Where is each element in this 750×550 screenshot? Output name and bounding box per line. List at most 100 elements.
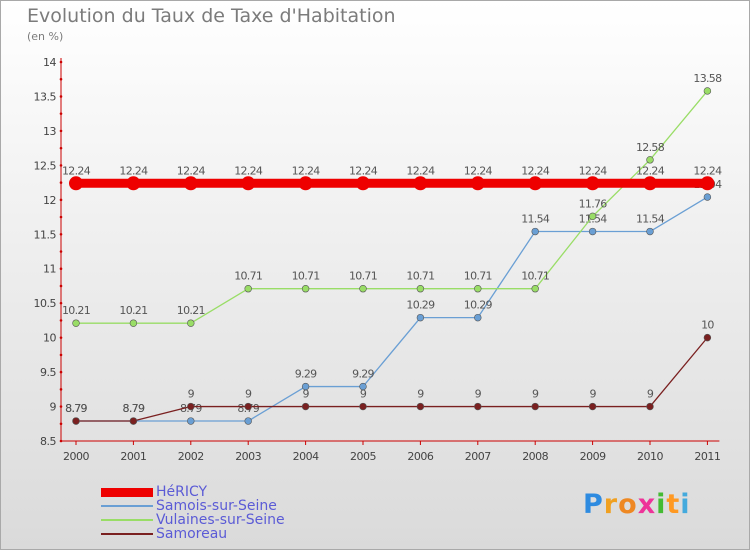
data-point xyxy=(416,402,425,411)
legend-label-hericy: HéRICY xyxy=(156,484,208,500)
legend-swatch-vulaines xyxy=(101,519,153,521)
data-point xyxy=(359,382,367,391)
data-point xyxy=(301,382,310,391)
data-point xyxy=(703,193,712,201)
data-point xyxy=(474,285,482,293)
y-tick-label: 9.5 xyxy=(40,366,56,379)
y-axis-dot xyxy=(59,95,63,98)
data-point xyxy=(359,402,367,411)
data-label: 10.71 xyxy=(349,270,377,283)
data-label: 12.24 xyxy=(406,164,435,177)
data-point xyxy=(129,417,138,425)
data-point xyxy=(183,176,198,191)
data-label: 10.71 xyxy=(292,270,320,283)
data-label: 9 xyxy=(532,388,539,401)
data-label: 8.79 xyxy=(123,402,145,415)
data-label: 10.21 xyxy=(62,304,90,317)
y-tick-label: 12.5 xyxy=(34,159,57,172)
y-tick-label: 9 xyxy=(50,401,57,414)
data-point xyxy=(531,285,539,293)
data-label: 10.21 xyxy=(177,304,205,317)
data-point xyxy=(703,333,712,342)
data-point xyxy=(588,402,597,411)
data-label: 12.24 xyxy=(693,164,722,177)
y-axis-dot xyxy=(59,422,63,426)
data-label: 10.29 xyxy=(464,299,493,312)
data-label: 9 xyxy=(417,388,424,401)
data-label: 9 xyxy=(360,388,367,401)
x-tick-label: 2010 xyxy=(637,450,663,463)
data-label: 9.29 xyxy=(295,368,317,381)
data-label: 13.58 xyxy=(693,72,722,85)
data-point xyxy=(301,402,310,411)
data-label: 11.54 xyxy=(521,213,550,226)
data-point xyxy=(588,227,597,236)
x-tick-label: 2002 xyxy=(178,450,204,463)
data-point xyxy=(646,402,654,411)
legend-label-vulaines: Vulaines-sur-Seine xyxy=(156,512,285,528)
data-point xyxy=(474,402,482,411)
data-label: 12.24 xyxy=(521,164,550,177)
y-axis-dot xyxy=(59,267,63,271)
data-label: 9 xyxy=(188,388,195,401)
data-point xyxy=(129,319,138,327)
x-tick-label: 2000 xyxy=(63,450,89,463)
data-label: 12.24 xyxy=(292,164,321,177)
data-label: 9 xyxy=(302,388,309,401)
y-axis-dot xyxy=(59,146,63,150)
x-tick-label: 2009 xyxy=(580,450,606,463)
data-point xyxy=(187,319,195,327)
data-point xyxy=(646,227,654,236)
data-point xyxy=(356,176,370,191)
series-line xyxy=(76,337,708,422)
data-point xyxy=(244,285,252,293)
data-label: 8.79 xyxy=(65,402,87,415)
y-axis-dot xyxy=(59,164,63,167)
logo-letter: r xyxy=(603,489,619,520)
legend-label-samoreau: Samoreau xyxy=(156,526,228,542)
y-axis-dot xyxy=(59,370,63,374)
data-point xyxy=(241,176,256,191)
data-label: 12.58 xyxy=(636,141,665,154)
data-label: 9 xyxy=(245,388,252,401)
logo-letter: o xyxy=(618,489,638,520)
data-point xyxy=(72,417,80,425)
data-label: 8.79 xyxy=(123,402,145,415)
data-point xyxy=(244,417,252,425)
legend-swatch-samois xyxy=(101,505,153,507)
data-point xyxy=(646,156,654,164)
data-label: 10.71 xyxy=(406,270,434,283)
data-label: 12.24 xyxy=(234,164,263,177)
data-point xyxy=(531,402,539,411)
data-point xyxy=(126,176,141,191)
y-tick-label: 10 xyxy=(43,332,56,345)
x-tick-label: 2007 xyxy=(465,450,491,463)
legend-item-samois: Samois-sur-Seine xyxy=(101,499,285,513)
data-label: 12.24 xyxy=(636,164,665,177)
y-axis-dot xyxy=(59,112,63,115)
data-label: 12.24 xyxy=(579,164,608,177)
y-axis-dot xyxy=(59,60,63,64)
y-axis-dot xyxy=(59,250,63,253)
logo-letter: P xyxy=(583,489,604,520)
data-label: 10.29 xyxy=(406,299,435,312)
data-label: 9.29 xyxy=(352,368,374,381)
legend-item-hericy: HéRICY xyxy=(101,485,285,499)
logo-letter: x xyxy=(637,489,657,520)
y-axis-dot xyxy=(59,319,63,322)
data-point xyxy=(470,176,485,191)
legend-item-vulaines: Vulaines-sur-Seine xyxy=(101,513,285,527)
y-tick-label: 11 xyxy=(43,263,56,276)
y-tick-label: 13 xyxy=(43,125,56,138)
legend-swatch-samoreau xyxy=(101,533,153,535)
x-tick-label: 2011 xyxy=(694,450,720,463)
y-axis-dot xyxy=(59,215,63,219)
y-axis-dot xyxy=(59,439,63,443)
data-point xyxy=(474,313,482,322)
x-tick-label: 2001 xyxy=(120,450,146,463)
legend-label-samois: Samois-sur-Seine xyxy=(156,498,277,514)
legend: HéRICY Samois-sur-Seine Vulaines-sur-Sei… xyxy=(101,485,285,541)
y-axis-dot xyxy=(59,77,63,81)
x-tick-label: 2008 xyxy=(522,450,548,463)
